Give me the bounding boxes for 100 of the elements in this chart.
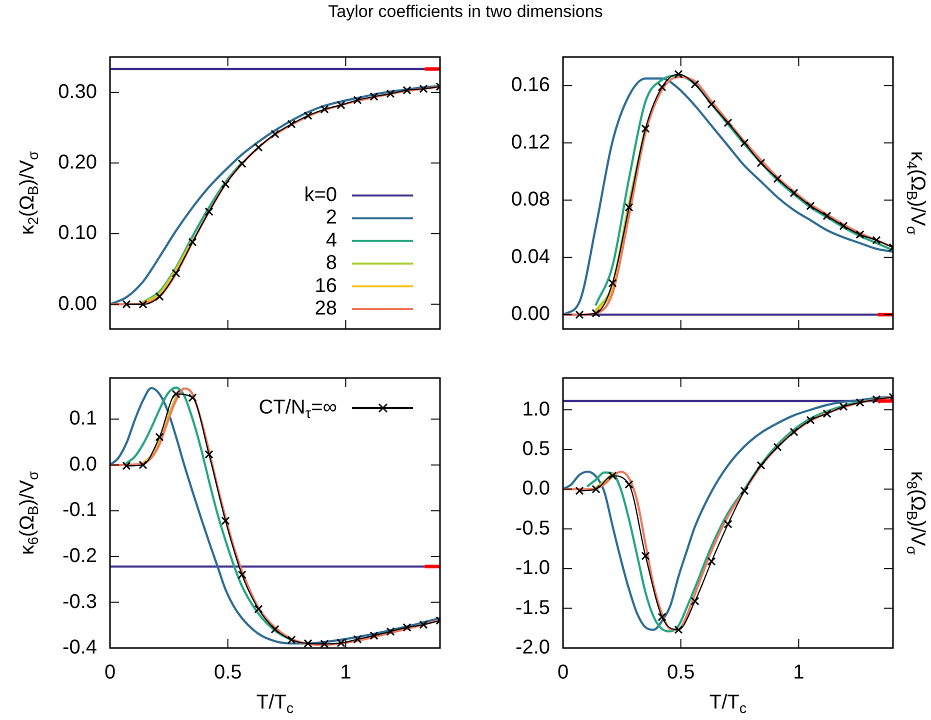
point — [690, 80, 700, 88]
point — [773, 174, 782, 183]
legend-label: 2 — [326, 206, 337, 229]
y-tick-label: 0.00 — [511, 303, 550, 326]
point — [624, 203, 634, 212]
point — [336, 100, 346, 110]
legend-label: 28 — [314, 298, 338, 320]
point — [353, 96, 362, 104]
point — [856, 230, 864, 239]
y-tick-label: 0.30 — [58, 80, 97, 103]
point — [221, 180, 230, 188]
line-series — [142, 161, 244, 304]
point — [138, 300, 148, 309]
point — [674, 70, 683, 78]
point — [122, 462, 131, 470]
point — [806, 202, 815, 210]
point — [575, 310, 584, 319]
point — [270, 130, 280, 138]
chart-title: Taylor coefficients in two dimensions — [327, 2, 604, 22]
point — [641, 552, 650, 560]
y-tick-label: -0.3 — [62, 590, 97, 613]
point — [172, 390, 180, 398]
point — [740, 138, 749, 148]
point — [204, 207, 214, 216]
point — [238, 159, 246, 168]
x-tick-label: 1 — [340, 662, 352, 684]
y-tick-label: -1.0 — [516, 557, 550, 580]
point — [402, 86, 412, 94]
y-axis-title: κ4(ΩB)/Vσ — [903, 151, 928, 235]
point — [690, 596, 700, 606]
point — [419, 620, 428, 629]
point — [839, 402, 848, 411]
y-tick-label: 0.20 — [58, 151, 97, 174]
point — [370, 631, 378, 640]
point — [287, 120, 296, 128]
y-tick-label: 0.08 — [511, 188, 550, 211]
point — [624, 480, 634, 489]
point — [658, 612, 666, 622]
point — [806, 416, 815, 424]
point — [386, 89, 395, 98]
point — [204, 450, 214, 459]
y-tick-label: 0.1 — [69, 408, 97, 430]
x-tick-label: 0.5 — [666, 662, 695, 684]
point — [856, 398, 864, 407]
legend-label: 16 — [314, 274, 338, 297]
point — [419, 84, 428, 94]
point — [592, 484, 600, 494]
y-tick-label: -0.1 — [62, 499, 97, 522]
point — [822, 212, 832, 220]
point — [773, 442, 782, 452]
point — [172, 268, 180, 278]
legend-label: k=0 — [304, 184, 338, 206]
point — [254, 143, 263, 152]
y-tick-label: 0.16 — [511, 74, 550, 96]
point — [575, 486, 584, 496]
point — [790, 188, 798, 198]
x-tick-label: 0 — [557, 662, 569, 684]
point — [122, 300, 131, 309]
point — [221, 516, 230, 526]
point — [674, 625, 683, 634]
y-tick-label: 0.04 — [511, 246, 550, 268]
point — [608, 278, 617, 288]
point — [707, 557, 716, 566]
point — [336, 638, 346, 648]
point — [608, 471, 617, 480]
y-tick-label: -0.4 — [62, 636, 97, 659]
x-tick-label: 1 — [793, 662, 804, 684]
point — [658, 82, 666, 92]
point — [304, 111, 312, 120]
point — [320, 104, 329, 114]
point — [740, 486, 749, 496]
point — [592, 308, 600, 318]
legend-label: 8 — [326, 252, 337, 274]
y-tick-label: 1.0 — [522, 398, 550, 420]
point — [270, 624, 280, 634]
point — [304, 639, 312, 648]
y-tick-label: 0.0 — [69, 453, 97, 476]
y-axis-title: κ8(ΩB)/Vσ — [903, 471, 928, 555]
y-tick-label: -1.5 — [516, 596, 550, 619]
point — [188, 238, 197, 246]
y-tick-label: 0.0 — [522, 478, 550, 500]
point — [188, 393, 197, 402]
y-tick-label: 0.12 — [511, 131, 550, 154]
point — [724, 118, 732, 128]
point — [238, 570, 246, 580]
y-tick-label: -0.5 — [516, 517, 550, 540]
point — [872, 236, 881, 245]
point — [756, 158, 766, 168]
y-tick-label: -0.2 — [62, 544, 97, 567]
legend-label: 4 — [326, 229, 337, 252]
point — [155, 292, 164, 301]
point — [822, 409, 832, 418]
point — [707, 100, 716, 109]
point — [353, 635, 362, 644]
y-tick-label: 0.00 — [58, 292, 97, 315]
point — [790, 428, 798, 436]
point — [254, 604, 263, 614]
point — [155, 432, 164, 442]
point — [724, 520, 732, 528]
point — [756, 461, 766, 470]
